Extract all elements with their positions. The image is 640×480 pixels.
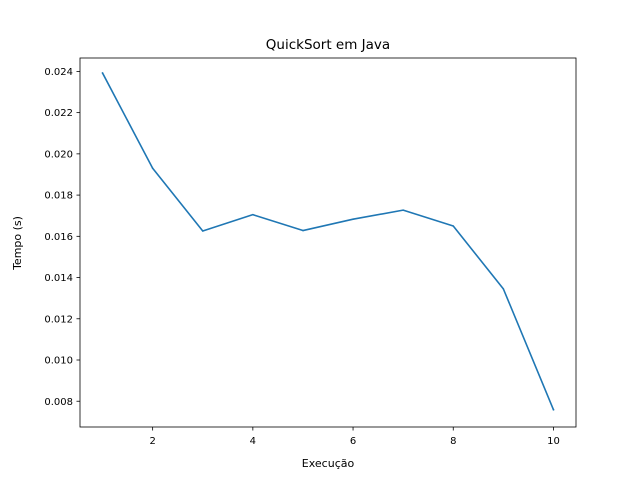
y-tick-label: 0.016 bbox=[44, 232, 73, 243]
x-tick-label: 6 bbox=[350, 436, 356, 447]
data-point bbox=[252, 213, 254, 216]
x-tick-label: 8 bbox=[450, 436, 456, 447]
y-axis: 0.008 0.010 0.012 0.014 0.016 0.018 0.020 0.022… bbox=[44, 67, 80, 408]
y-tick-label: 0.018 bbox=[44, 191, 73, 202]
series-group bbox=[101, 71, 555, 411]
chart-title: QuickSort em Java bbox=[266, 37, 390, 53]
y-tick-label: 0.024 bbox=[44, 67, 73, 78]
axes-frame bbox=[79, 57, 577, 428]
series-line bbox=[101, 71, 555, 411]
y-tick-label: 0.020 bbox=[44, 149, 73, 160]
data-point bbox=[552, 408, 555, 411]
x-tick-label: 10 bbox=[547, 436, 560, 447]
y-tick-label: 0.014 bbox=[44, 273, 73, 284]
x-tick-label: 2 bbox=[149, 436, 155, 447]
y-tick-label: 0.012 bbox=[44, 314, 73, 325]
data-point bbox=[151, 167, 154, 170]
data-point bbox=[352, 218, 354, 221]
y-tick-label: 0.010 bbox=[44, 356, 73, 367]
y-tick-label: 0.008 bbox=[44, 397, 73, 408]
x-tick-label: 4 bbox=[250, 436, 256, 447]
data-point bbox=[502, 288, 505, 290]
x-axis-label: Execução bbox=[302, 457, 355, 470]
data-point bbox=[402, 209, 404, 211]
y-tick-label: 0.022 bbox=[44, 108, 73, 119]
data-point bbox=[101, 72, 104, 74]
x-axis: 2 4 6 8 10 bbox=[149, 427, 560, 447]
data-point bbox=[201, 230, 204, 232]
data-point bbox=[302, 229, 304, 232]
plot-area: 2 4 6 8 10 0.0080.0100.0120.0140.0160.0180.0… bbox=[44, 57, 577, 447]
data-point bbox=[452, 225, 455, 227]
y-axis-label: Tempo (s) bbox=[11, 216, 24, 271]
